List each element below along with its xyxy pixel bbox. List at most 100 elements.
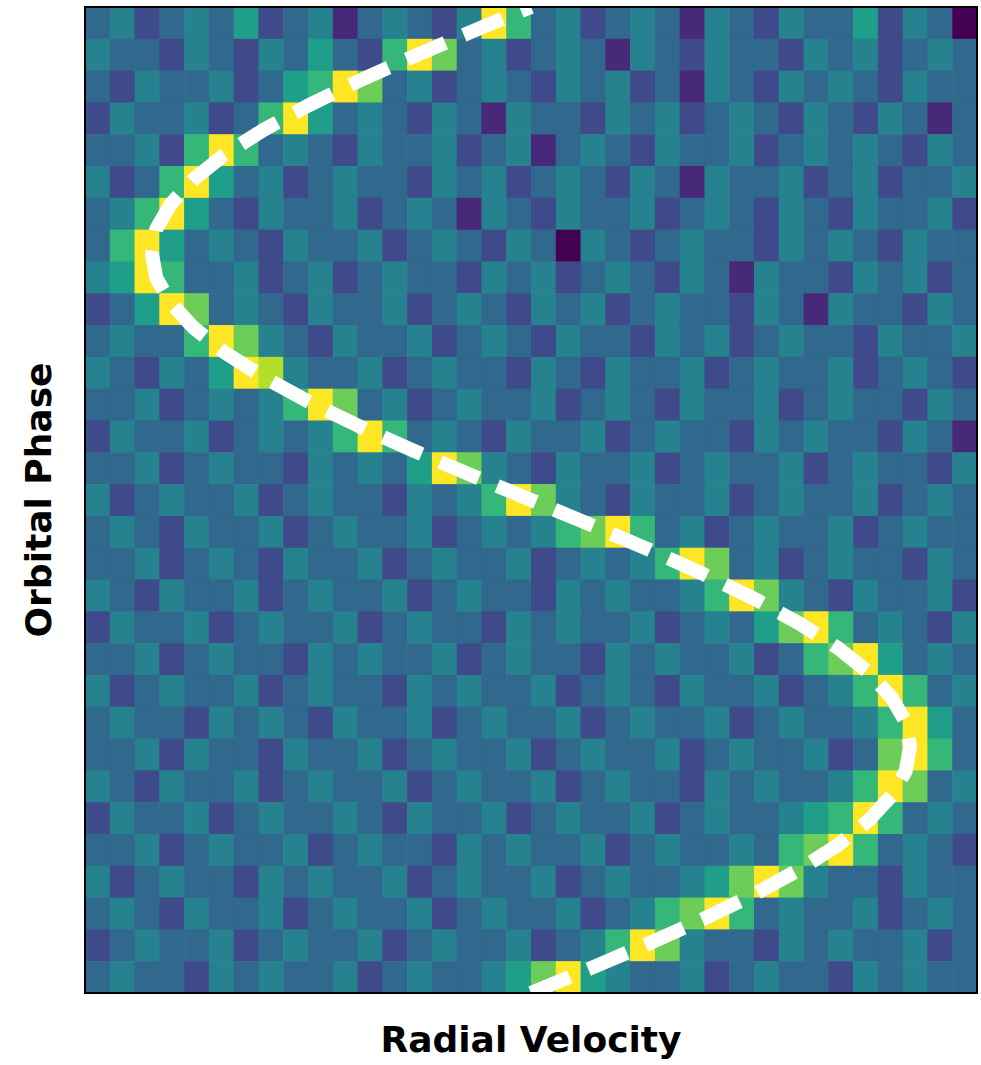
heatmap-cell (234, 643, 259, 675)
heatmap-cell (85, 7, 110, 39)
heatmap-cell (655, 452, 680, 484)
heatmap-cell (779, 71, 804, 103)
heatmap-cell (358, 389, 383, 421)
heatmap-cell (903, 420, 928, 452)
heatmap-cell (457, 420, 482, 452)
heatmap-cell (754, 484, 779, 516)
heatmap-cell (159, 71, 184, 103)
heatmap-cell (952, 389, 977, 421)
heatmap-cell (382, 198, 407, 230)
heatmap-cell (283, 802, 308, 834)
heatmap-cell (110, 866, 135, 898)
heatmap-cell (729, 7, 754, 39)
heatmap-cell (704, 134, 729, 166)
heatmap-cell (110, 548, 135, 580)
heatmap-cell (903, 802, 928, 834)
heatmap-cell (655, 134, 680, 166)
heatmap-cell (184, 198, 209, 230)
heatmap-cell (927, 580, 952, 612)
heatmap-cell (704, 516, 729, 548)
heatmap-cell (680, 484, 705, 516)
heatmap-cell (828, 357, 853, 389)
heatmap-cell (358, 230, 383, 262)
heatmap-cell (779, 420, 804, 452)
heatmap-cell (358, 293, 383, 325)
heatmap-cell (531, 71, 556, 103)
heatmap-cell (110, 420, 135, 452)
heatmap-cell (828, 325, 853, 357)
heatmap-cell (655, 516, 680, 548)
heatmap-cell (308, 707, 333, 739)
heatmap-cell (481, 230, 506, 262)
heatmap-cell (853, 325, 878, 357)
heatmap-cell (110, 739, 135, 771)
heatmap-cell (481, 420, 506, 452)
heatmap-cell (903, 166, 928, 198)
heatmap-cell (531, 230, 556, 262)
heatmap-cell (804, 929, 829, 961)
heatmap-cell (605, 611, 630, 643)
heatmap-cell (258, 166, 283, 198)
heatmap-cell (382, 325, 407, 357)
heatmap-cell (853, 71, 878, 103)
heatmap-cell (258, 866, 283, 898)
heatmap-cell (927, 134, 952, 166)
heatmap-cell (680, 230, 705, 262)
heatmap-cell (630, 71, 655, 103)
heatmap-cell (110, 71, 135, 103)
heatmap-cell (481, 71, 506, 103)
heatmap-cell (729, 420, 754, 452)
heatmap-cell (952, 166, 977, 198)
heatmap-cell (457, 770, 482, 802)
heatmap-cell (382, 929, 407, 961)
heatmap-cell (283, 739, 308, 771)
heatmap-cell (853, 580, 878, 612)
heatmap-cell (581, 102, 606, 134)
heatmap-cell (828, 675, 853, 707)
heatmap-cell (432, 7, 457, 39)
heatmap-cell (704, 420, 729, 452)
heatmap-cell (581, 802, 606, 834)
heatmap-cell (903, 675, 928, 707)
heatmap-cell (382, 580, 407, 612)
heatmap-cell (952, 134, 977, 166)
heatmap-cell (135, 961, 160, 993)
heatmap-cell (308, 166, 333, 198)
heatmap-cell (655, 611, 680, 643)
heatmap-cell (779, 961, 804, 993)
heatmap-cell (927, 102, 952, 134)
heatmap-cell (258, 580, 283, 612)
heatmap-cell (704, 770, 729, 802)
heatmap-cell (283, 611, 308, 643)
heatmap-cell (927, 452, 952, 484)
heatmap-cell (655, 580, 680, 612)
heatmap-cell (531, 802, 556, 834)
heatmap-cell (927, 611, 952, 643)
heatmap-cell (382, 802, 407, 834)
heatmap-cell (605, 420, 630, 452)
heatmap-cell (506, 834, 531, 866)
heatmap-cell (704, 71, 729, 103)
heatmap-cell (308, 452, 333, 484)
heatmap-cell (258, 643, 283, 675)
heatmap-cell (506, 866, 531, 898)
heatmap-cell (481, 198, 506, 230)
heatmap-cell (135, 39, 160, 71)
heatmap-cell (853, 7, 878, 39)
heatmap-cell (432, 961, 457, 993)
heatmap-cell (754, 675, 779, 707)
heatmap-cell (556, 389, 581, 421)
heatmap-cell (878, 961, 903, 993)
heatmap-cell (828, 198, 853, 230)
heatmap-cell (779, 166, 804, 198)
heatmap-cell (432, 357, 457, 389)
heatmap-cell (234, 484, 259, 516)
heatmap-cell (581, 198, 606, 230)
heatmap-cell (85, 134, 110, 166)
heatmap-cell (382, 739, 407, 771)
heatmap-cell (927, 739, 952, 771)
heatmap-cell (358, 7, 383, 39)
heatmap-cell (655, 39, 680, 71)
heatmap-cell (556, 102, 581, 134)
heatmap-cell (333, 325, 358, 357)
